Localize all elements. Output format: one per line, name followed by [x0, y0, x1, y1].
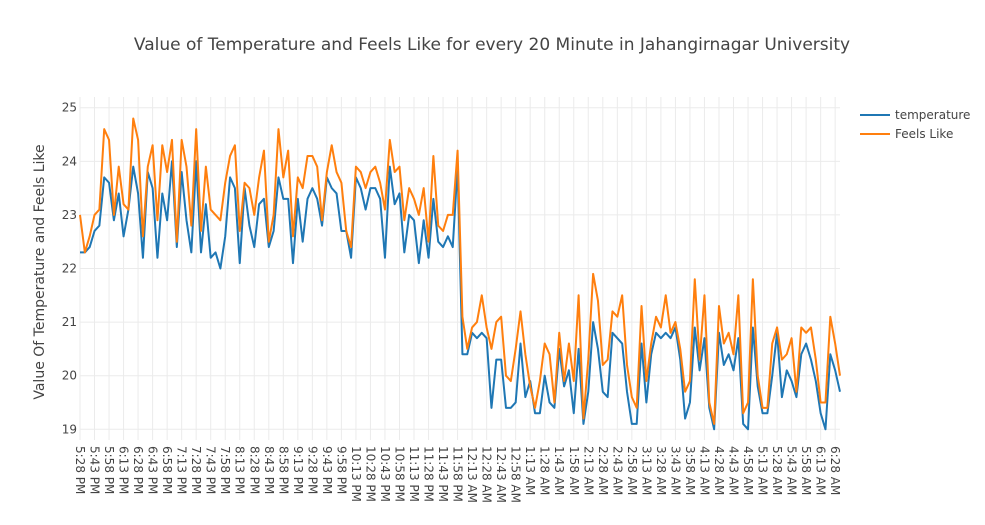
x-tick-label: 8:28 PM	[247, 446, 261, 494]
x-tick-label: 11:58 PM	[451, 446, 465, 502]
x-tick-label: 1:58 AM	[567, 446, 581, 495]
x-tick-label: 7:13 PM	[175, 446, 189, 494]
x-tick-label: 6:43 PM	[146, 446, 160, 494]
x-tick-label: 3:13 AM	[639, 446, 653, 495]
x-tick-label: 10:58 PM	[392, 446, 406, 502]
x-tick-label: 4:58 AM	[741, 446, 755, 495]
x-tick-label: 11:13 PM	[407, 446, 421, 502]
x-tick-label: 12:43 AM	[494, 446, 508, 503]
x-tick-label: 9:28 PM	[305, 446, 319, 494]
x-tick-label: 10:13 PM	[349, 446, 363, 502]
y-axis-title: Value Of Temperature and Feels Like	[32, 144, 48, 399]
x-tick-label: 10:28 PM	[363, 446, 377, 502]
x-tick-label: 2:43 AM	[610, 446, 624, 495]
chart-title: Value of Temperature and Feels Like for …	[134, 35, 850, 55]
y-tick-label: 20	[62, 369, 77, 383]
x-tick-label: 4:13 AM	[697, 446, 711, 495]
x-tick-label: 5:58 AM	[799, 446, 813, 495]
y-tick-label: 25	[62, 101, 77, 115]
x-tick-label: 2:58 AM	[625, 446, 639, 495]
y-tick-label: 23	[62, 208, 77, 222]
x-tick-label: 11:43 PM	[436, 446, 450, 502]
x-tick-label: 4:28 AM	[712, 446, 726, 495]
x-tick-label: 8:13 PM	[233, 446, 247, 494]
x-tick-label: 2:13 AM	[581, 446, 595, 495]
x-tick-label: 6:28 PM	[131, 446, 145, 494]
x-tick-label: 10:43 PM	[378, 446, 392, 502]
x-axis-ticks: 5:28 PM 5:43 PM 5:58 PM 6:13 PM 6:28 PM 6:43 …	[73, 446, 842, 503]
x-tick-label: 7:28 PM	[189, 446, 203, 494]
legend-item-temperature[interactable]: temperature	[860, 108, 970, 122]
x-tick-label: 9:58 PM	[334, 446, 348, 494]
x-tick-label: 6:28 AM	[828, 446, 842, 495]
x-tick-label: 12:58 AM	[509, 446, 523, 503]
legend[interactable]: temperature Feels Like	[860, 108, 970, 141]
y-tick-label: 24	[62, 154, 77, 168]
legend-label: temperature	[895, 108, 970, 122]
x-tick-label: 1:13 AM	[523, 446, 537, 495]
legend-item-feels-like[interactable]: Feels Like	[860, 127, 953, 141]
x-tick-label: 5:13 AM	[756, 446, 770, 495]
x-tick-label: 7:58 PM	[218, 446, 232, 494]
series-line-feels-like	[79, 117, 841, 425]
x-tick-label: 5:28 PM	[73, 446, 87, 494]
x-tick-label: 11:28 PM	[422, 446, 436, 502]
x-tick-label: 1:28 AM	[538, 446, 552, 495]
y-tick-label: 19	[62, 422, 77, 436]
x-tick-label: 3:28 AM	[654, 446, 668, 495]
x-tick-label: 2:28 AM	[596, 446, 610, 495]
x-tick-label: 12:28 AM	[480, 446, 494, 503]
y-axis-ticks: 19 20 21 22 23 24 25	[62, 101, 77, 437]
x-tick-label: 9:43 PM	[320, 446, 334, 494]
x-tick-label: 3:43 AM	[668, 446, 682, 495]
x-tick-label: 5:43 AM	[785, 446, 799, 495]
y-tick-label: 21	[62, 315, 77, 329]
x-tick-label: 4:43 AM	[727, 446, 741, 495]
x-tick-label: 9:13 PM	[291, 446, 305, 494]
x-tick-label: 8:58 PM	[276, 446, 290, 494]
x-tick-label: 1:43 AM	[552, 446, 566, 495]
x-tick-label: 3:58 AM	[683, 446, 697, 495]
y-tick-label: 22	[62, 262, 77, 276]
legend-label: Feels Like	[895, 127, 953, 141]
series-lines	[79, 117, 841, 431]
x-tick-label: 7:43 PM	[204, 446, 218, 494]
x-tick-label: 5:28 AM	[770, 446, 784, 495]
x-tick-label: 5:43 PM	[88, 446, 102, 494]
x-tick-label: 12:13 AM	[465, 446, 479, 503]
x-tick-label: 6:13 AM	[814, 446, 828, 495]
x-tick-label: 5:58 PM	[102, 446, 116, 494]
x-tick-label: 8:43 PM	[262, 446, 276, 494]
x-tick-label: 6:58 PM	[160, 446, 174, 494]
x-tick-label: 6:13 PM	[117, 446, 131, 494]
